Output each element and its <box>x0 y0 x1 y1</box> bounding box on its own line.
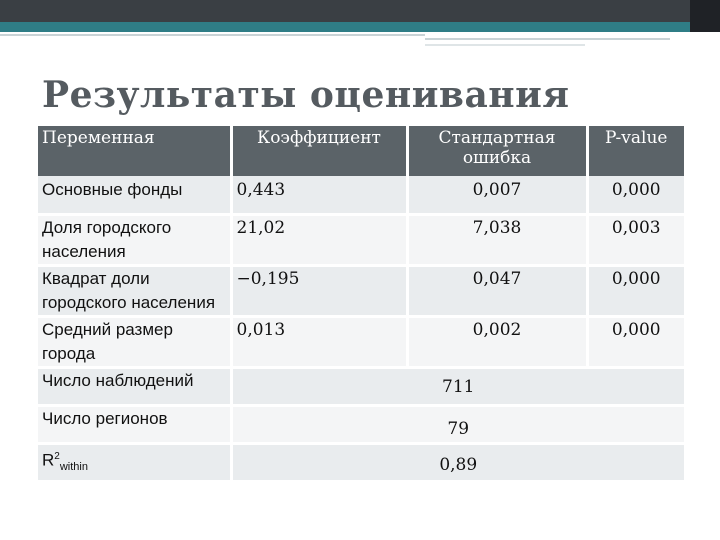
row-variable-name: Основные фонды <box>38 176 233 216</box>
stat-value: 0,89 <box>231 443 684 483</box>
row-std-error: 0,007 <box>407 176 589 216</box>
accent-band-corner <box>690 22 720 32</box>
row-p-value: 0,003 <box>587 214 684 267</box>
top-bar-corner <box>690 0 720 22</box>
table-row: Доля городского населения 21,02 7,038 0,… <box>38 214 684 267</box>
slide-title: Результаты оценивания <box>42 74 570 116</box>
decor-line-left <box>0 34 425 36</box>
row-p-value: 0,000 <box>587 176 684 216</box>
row-std-error: 7,038 <box>407 214 589 267</box>
r2-superscript: 2 <box>54 450 60 462</box>
row-p-value: 0,000 <box>587 265 684 318</box>
row-variable-name: Доля городского населения <box>38 214 233 267</box>
stat-value: 79 <box>231 405 684 445</box>
stat-label: Число наблюдений <box>38 367 233 407</box>
row-coefficient: −0,195 <box>231 265 409 318</box>
header-variable: Переменная <box>38 126 233 176</box>
stats-row: Число наблюдений 711 <box>38 367 684 407</box>
decor-line-mid <box>425 38 670 40</box>
row-coefficient: 21,02 <box>231 214 409 267</box>
stats-row: Число регионов 79 <box>38 405 684 445</box>
row-variable-name: Квадрат доли городского населения <box>38 265 233 318</box>
table-header-row: Переменная Коэффициент Стандартная ошибк… <box>38 126 684 176</box>
row-variable-name: Средний размер города <box>38 316 233 369</box>
results-table: Переменная Коэффициент Стандартная ошибк… <box>38 126 684 483</box>
slide-top-bar <box>0 0 720 22</box>
r2-subscript: within <box>59 460 88 473</box>
stat-label-r2: R2within <box>38 443 233 483</box>
table-row: Квадрат доли городского населения −0,195… <box>38 265 684 318</box>
row-std-error: 0,002 <box>407 316 589 369</box>
header-coefficient: Коэффициент <box>231 126 409 176</box>
table-row: Средний размер города 0,013 0,002 0,000 <box>38 316 684 369</box>
stats-row: R2within 0,89 <box>38 443 684 483</box>
decor-line-short <box>425 44 585 46</box>
row-coefficient: 0,443 <box>231 176 409 216</box>
slide-accent-band <box>0 22 720 32</box>
r2-main: R <box>42 450 55 470</box>
row-std-error: 0,047 <box>407 265 589 318</box>
stat-label: Число регионов <box>38 405 233 445</box>
row-p-value: 0,000 <box>587 316 684 369</box>
table-row: Основные фонды 0,443 0,007 0,000 <box>38 176 684 216</box>
header-std-error: Стандартная ошибка <box>407 126 589 176</box>
row-coefficient: 0,013 <box>231 316 409 369</box>
stat-value: 711 <box>231 367 684 407</box>
header-p-value: P-value <box>587 126 684 176</box>
